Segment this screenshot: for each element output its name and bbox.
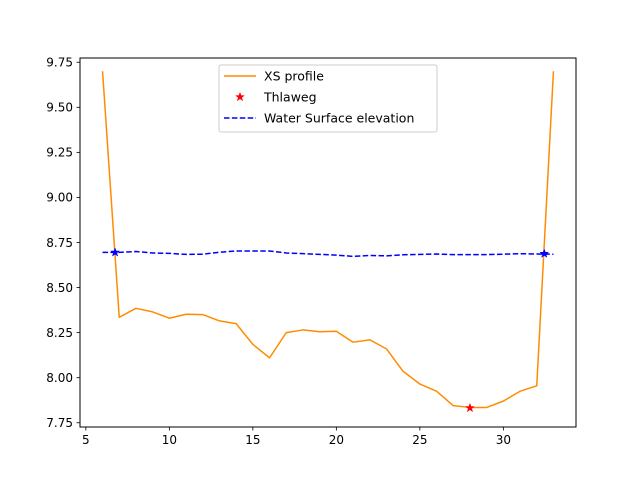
legend-entry-1: Thlaweg — [234, 90, 317, 105]
y-tick-label: 8.75 — [46, 236, 73, 250]
legend-label: Water Surface elevation — [264, 111, 414, 126]
y-tick-label: 9.00 — [46, 191, 73, 205]
series-1 — [464, 402, 475, 413]
legend: XS profile Thlaweg Water Surface elevation — [218, 64, 438, 133]
wse-bank-marker — [539, 248, 550, 258]
wse-bank-marker — [110, 247, 121, 257]
y-axis: 7.75 8.00 8.25 8.50 8.75 9.00 9.25 9.50 9.75 — [46, 56, 80, 430]
y-tick-label: 9.75 — [46, 56, 73, 70]
series-0 — [101, 71, 555, 409]
legend-entries: XS profile Thlaweg Water Surface elevation — [224, 69, 414, 126]
x-tick-label: 30 — [496, 433, 511, 447]
series-line-0 — [101, 71, 555, 409]
x-tick-label: 20 — [329, 433, 344, 447]
x-tick-label: 10 — [162, 433, 177, 447]
y-tick-label: 7.75 — [46, 416, 73, 430]
y-tick-label: 8.25 — [46, 326, 73, 340]
x-axis: 5 10 15 20 25 30 — [82, 427, 511, 447]
x-tick-label: 15 — [245, 433, 260, 447]
legend-label: Thlaweg — [263, 90, 317, 105]
y-tick-label: 8.50 — [46, 281, 73, 295]
series-line-2 — [102, 250, 554, 258]
legend-entry-0: XS profile — [224, 69, 324, 84]
y-tick-label: 9.50 — [46, 101, 73, 115]
legend-entry-2: Water Surface elevation — [224, 111, 414, 126]
thalweg-point — [464, 402, 475, 413]
x-tick-label: 5 — [82, 433, 90, 447]
series-2 — [102, 247, 554, 258]
legend-swatch — [234, 91, 246, 102]
x-tick-label: 25 — [412, 433, 427, 447]
y-tick-label: 8.00 — [46, 371, 73, 385]
y-tick-label: 9.25 — [46, 146, 73, 160]
legend-label: XS profile — [264, 69, 324, 84]
series-layer — [101, 71, 555, 413]
legend-box — [218, 64, 438, 133]
